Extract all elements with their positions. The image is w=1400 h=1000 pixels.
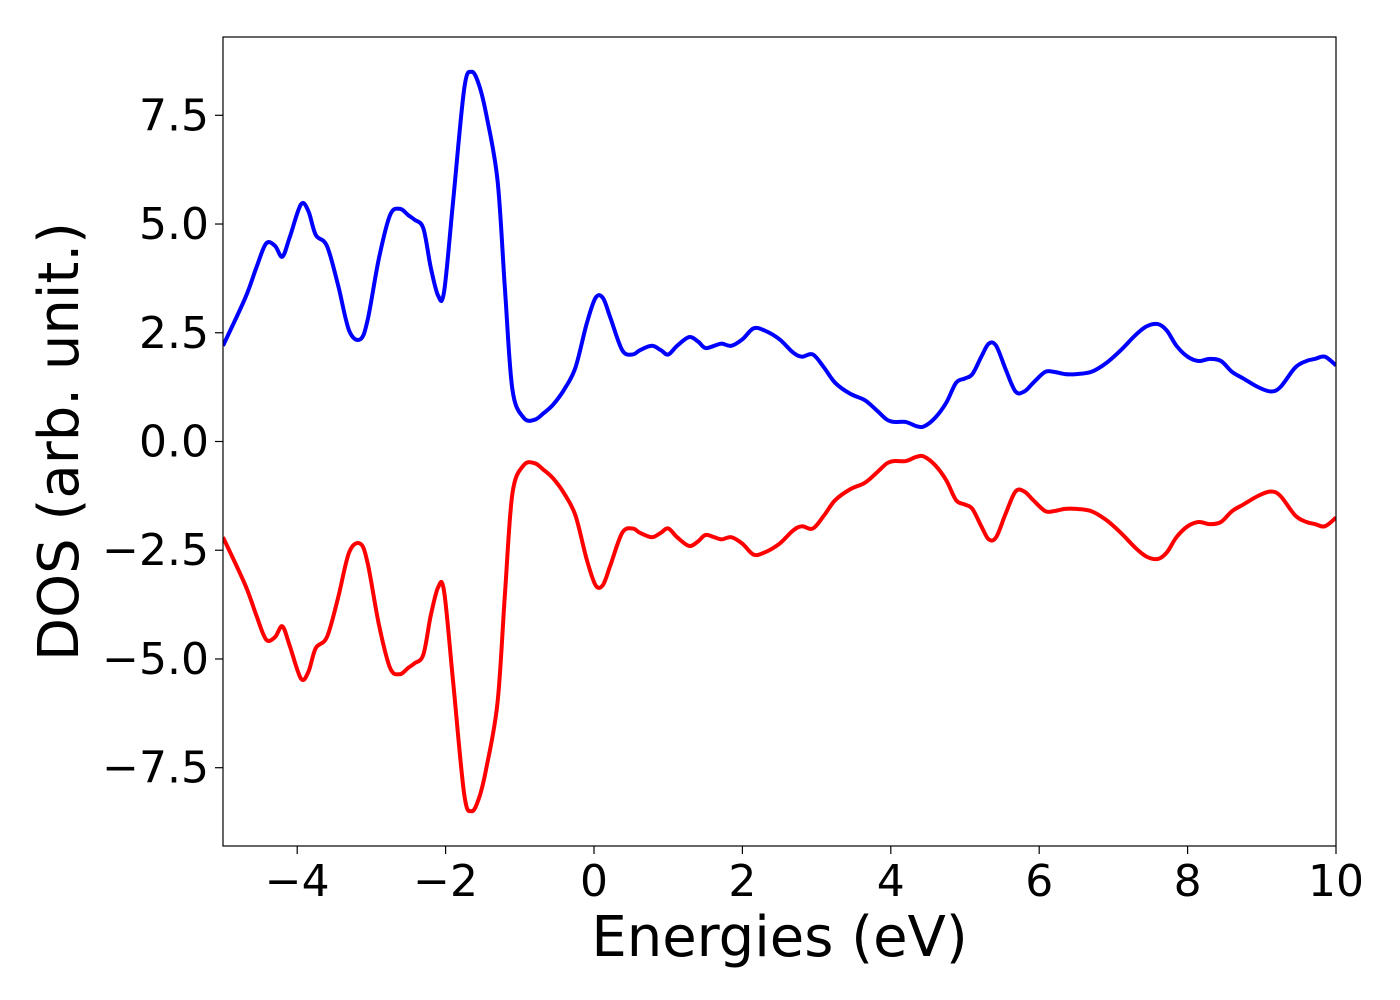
y-tick-label: 0.0 <box>139 417 209 468</box>
x-tick-label: −4 <box>265 856 330 907</box>
y-tick-label: 5.0 <box>139 199 209 250</box>
x-tick-label: 4 <box>877 856 905 907</box>
y-axis-label: DOS (arb. unit.) <box>27 222 92 661</box>
series-line-red <box>223 453 1336 814</box>
x-tick-label: 8 <box>1174 856 1202 907</box>
y-tick-label: −5.0 <box>102 634 209 685</box>
x-tick-label: 10 <box>1308 856 1364 907</box>
plot-frame <box>222 36 1337 847</box>
y-tick-label: 7.5 <box>139 90 209 141</box>
x-tick-label: 0 <box>580 856 608 907</box>
y-tick-label: −7.5 <box>102 743 209 794</box>
x-tick-label: −2 <box>413 856 478 907</box>
y-tick-label: 2.5 <box>139 308 209 359</box>
series-line-blue <box>223 69 1336 430</box>
x-axis-label: Energies (eV) <box>591 905 967 970</box>
x-tick-label: 6 <box>1025 856 1053 907</box>
x-tick-label: 2 <box>728 856 756 907</box>
y-tick-label: −2.5 <box>102 525 209 576</box>
